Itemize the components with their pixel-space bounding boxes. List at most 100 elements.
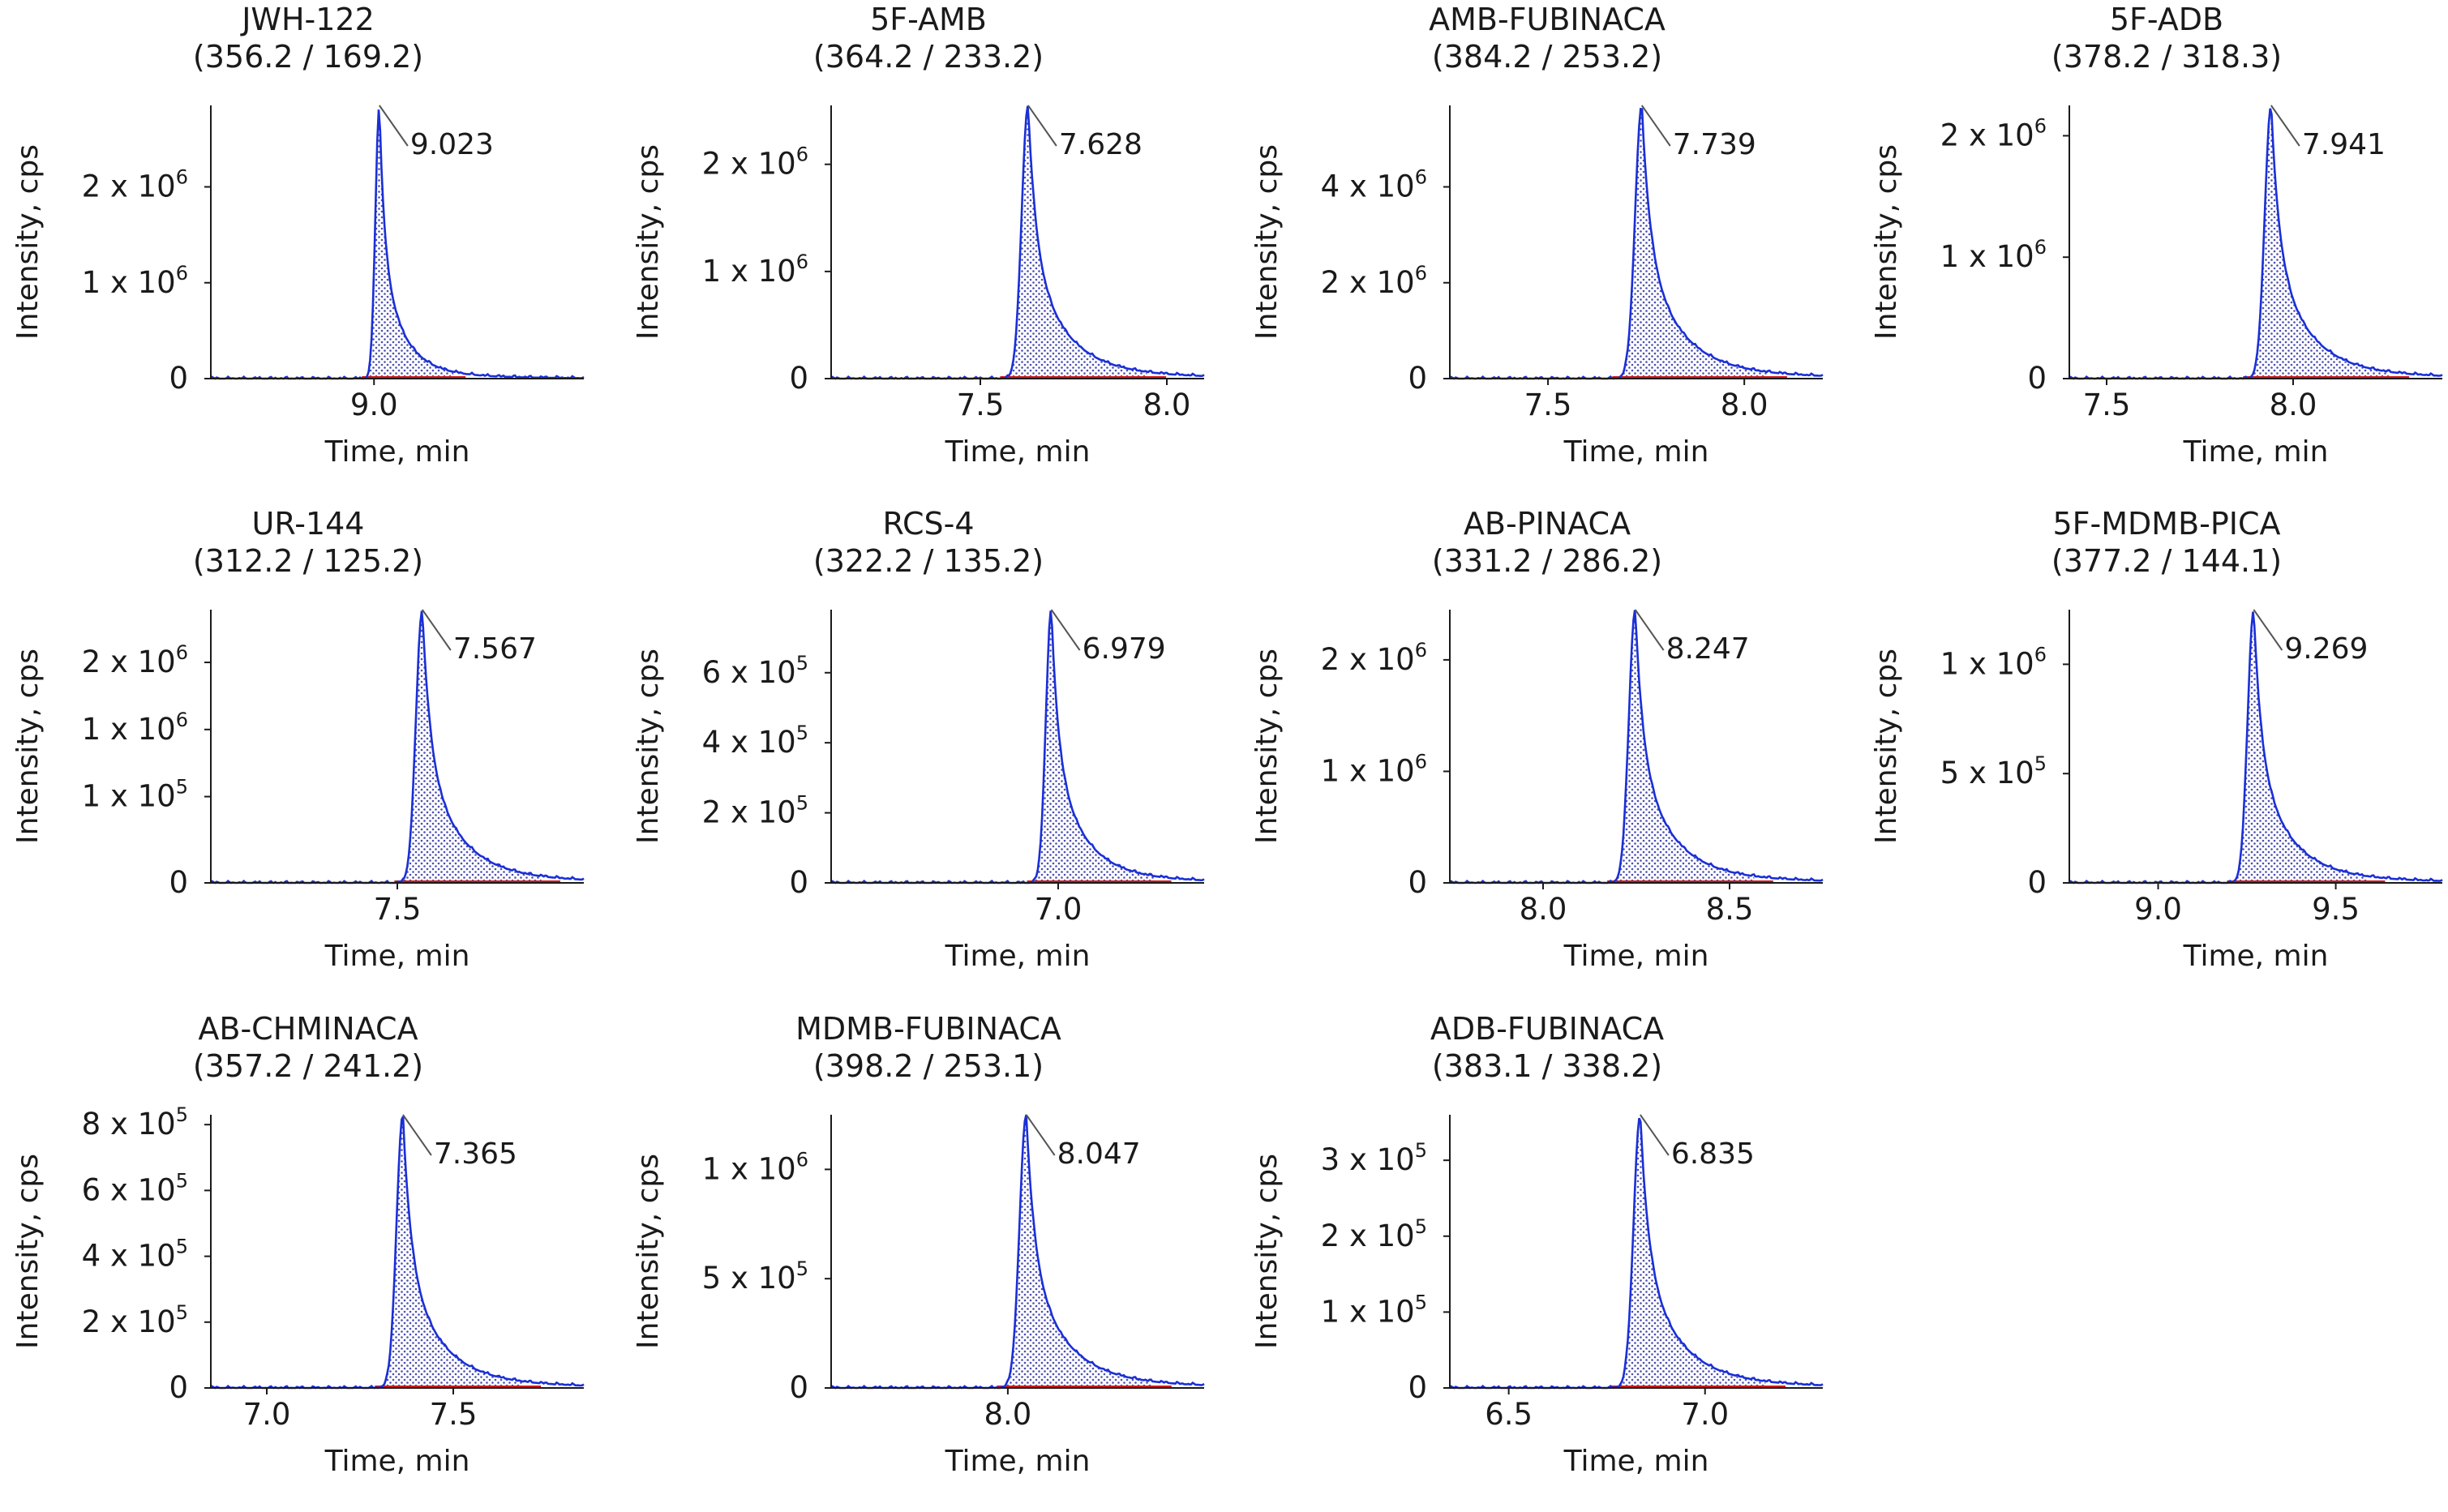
y-tick-base: 0 <box>2027 361 2047 396</box>
y-tick-base: 1 x 10 <box>1321 753 1415 788</box>
y-tick-label: 0 <box>789 865 808 900</box>
peak-leader-line <box>2270 105 2300 147</box>
y-tick-base: 0 <box>789 361 808 396</box>
chromatogram-panel: 5F-ADB (378.2 / 318.3) 7.5 8.0 0 1 x 106 2 x 1… <box>1859 0 2448 503</box>
x-tick-label: 7.0 <box>243 1397 291 1432</box>
integrated-peak-area <box>362 109 454 379</box>
y-tick-label: 1 x 105 <box>1321 1291 1427 1329</box>
mrm-transition: (331.2 / 286.2) <box>1431 543 1663 579</box>
y-tick-exponent: 6 <box>2034 114 2047 137</box>
y-tick-label: 1 x 106 <box>1321 750 1427 788</box>
y-tick-base: 0 <box>1408 361 1427 396</box>
compound-title: MDMB-FUBINACA <box>795 1011 1061 1047</box>
x-axis-label: Time, min <box>1563 1445 1709 1478</box>
mrm-transition: (398.2 / 253.1) <box>812 1048 1044 1084</box>
y-tick-exponent: 5 <box>796 1257 808 1280</box>
y-tick-label: 0 <box>789 1370 808 1405</box>
chromatogram-plot: 8.0 0 5 x 105 1 x 106 Time, min Intensity, cp… <box>632 1114 1205 1478</box>
y-tick-base: 0 <box>1408 1370 1427 1405</box>
x-tick-label: 9.0 <box>350 388 398 422</box>
mrm-transition: (377.2 / 144.1) <box>2051 543 2283 579</box>
chromatogram-plot: 9.0 9.5 0 5 x 105 1 x 106 Time, min Intensity,… <box>1870 609 2443 973</box>
y-tick-label: 1 x 106 <box>702 1148 808 1186</box>
y-tick-exponent: 6 <box>2034 236 2047 259</box>
y-tick-label: 2 x 106 <box>1321 262 1427 300</box>
y-tick-label: 1 x 106 <box>1940 643 2047 681</box>
x-tick-label: 8.5 <box>1706 892 1754 927</box>
y-tick-base: 1 x 10 <box>702 1151 796 1186</box>
y-tick-label: 0 <box>169 361 188 396</box>
x-tick-label: 9.0 <box>2134 892 2182 927</box>
y-tick-exponent: 6 <box>176 166 188 189</box>
y-tick-label: 0 <box>169 1370 188 1405</box>
retention-time-label: 9.269 <box>2284 632 2368 666</box>
y-tick-exponent: 5 <box>1415 1139 1427 1162</box>
x-axis-label: Time, min <box>945 1445 1091 1478</box>
y-tick-base: 0 <box>169 1370 188 1405</box>
retention-time-label: 7.739 <box>1673 128 1756 161</box>
y-tick-label: 8 x 105 <box>82 1103 188 1141</box>
integrated-peak-area <box>394 610 542 883</box>
compound-title: JWH-122 <box>242 2 375 37</box>
y-tick-label: 2 x 106 <box>702 143 808 182</box>
y-tick-label: 2 x 106 <box>82 641 188 679</box>
x-tick-label: 7.5 <box>430 1397 478 1432</box>
retention-time-label: 7.941 <box>2302 128 2386 161</box>
y-tick-label: 1 x 106 <box>82 262 188 300</box>
y-tick-label: 5 x 105 <box>702 1257 808 1296</box>
x-tick-label: 6.5 <box>1485 1397 1533 1432</box>
peak-leader-line <box>1640 1114 1670 1156</box>
y-tick-exponent: 6 <box>796 143 808 166</box>
integrated-peak-area <box>1610 1118 1766 1388</box>
y-tick-base: 2 x 10 <box>82 645 176 679</box>
retention-time-label: 7.365 <box>434 1137 517 1171</box>
integrated-peak-area <box>1027 610 1155 883</box>
y-tick-exponent: 6 <box>796 251 808 273</box>
mrm-transition: (383.1 / 338.2) <box>1431 1048 1663 1084</box>
y-tick-base: 1 x 10 <box>82 265 176 300</box>
y-tick-base: 1 x 10 <box>1321 1294 1415 1329</box>
y-tick-base: 4 x 10 <box>702 725 796 760</box>
y-tick-base: 1 x 10 <box>82 712 176 747</box>
peak-leader-line <box>2253 609 2283 651</box>
compound-title: RCS-4 <box>882 506 975 542</box>
y-tick-exponent: 5 <box>796 652 808 675</box>
y-tick-base: 2 x 10 <box>1321 1219 1415 1253</box>
y-tick-base: 1 x 10 <box>1940 646 2034 681</box>
y-tick-label: 2 x 105 <box>1321 1215 1427 1253</box>
x-tick-label: 7.5 <box>1524 388 1572 422</box>
mrm-transition: (322.2 / 135.2) <box>812 543 1044 579</box>
chromatogram-panel: RCS-4 (322.2 / 135.2) 7.0 0 2 x 105 4 x 105 6 … <box>620 504 1237 1007</box>
y-tick-label: 2 x 106 <box>82 166 188 204</box>
y-tick-label: 4 x 105 <box>82 1236 188 1274</box>
y-tick-exponent: 5 <box>176 1301 188 1324</box>
y-tick-label: 0 <box>1408 1370 1427 1405</box>
x-axis-label: Time, min <box>1563 940 1709 973</box>
chromatogram-panel: MDMB-FUBINACA (398.2 / 253.1) 8.0 0 5 x 105 1… <box>620 1009 1237 1512</box>
x-tick-label: 8.0 <box>984 1397 1031 1432</box>
x-tick-label: 7.5 <box>957 388 1005 422</box>
y-tick-base: 4 x 10 <box>82 1239 176 1274</box>
y-tick-label: 3 x 105 <box>1321 1139 1427 1177</box>
compound-title: 5F-ADB <box>2109 2 2224 37</box>
retention-time-label: 6.835 <box>1671 1137 1755 1171</box>
x-axis-label: Time, min <box>2183 435 2329 469</box>
y-tick-base: 1 x 10 <box>1940 239 2034 274</box>
y-tick-exponent: 6 <box>1415 750 1427 773</box>
mrm-transition: (378.2 / 318.3) <box>2051 39 2283 75</box>
y-tick-base: 0 <box>169 361 188 396</box>
y-tick-base: 0 <box>169 865 188 900</box>
y-tick-exponent: 6 <box>1415 166 1427 189</box>
chromatogram-panel: 5F-MDMB-PICA (377.2 / 144.1) 9.0 9.5 0 5 x 10… <box>1859 504 2448 1007</box>
chromatogram-panel: UR-144 (312.2 / 125.2) 7.5 0 1 x 105 1 x 106 2… <box>0 504 616 1007</box>
retention-time-label: 7.567 <box>453 632 537 666</box>
y-tick-label: 1 x 105 <box>82 776 188 814</box>
y-tick-exponent: 5 <box>1415 1291 1427 1313</box>
peak-leader-line <box>1027 105 1057 147</box>
chromatogram-panel: 5F-AMB (364.2 / 233.2) 7.5 8.0 0 1 x 106 2 x 1… <box>620 0 1237 503</box>
